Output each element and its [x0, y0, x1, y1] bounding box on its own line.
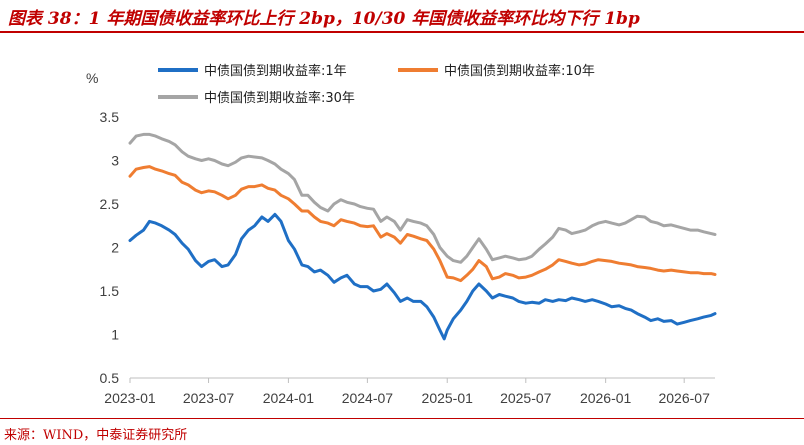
x-tick-label: 2024-07	[342, 390, 394, 406]
legend-label: 中债国债到期收益率:10年	[444, 63, 595, 79]
y-tick-label: 1	[111, 327, 119, 343]
legend-label: 中债国债到期收益率:30年	[204, 90, 355, 106]
source-note: 来源：WIND，中泰证券研究所	[4, 428, 188, 443]
y-axis-label: %	[86, 70, 98, 86]
x-tick-label: 2025-01	[422, 390, 474, 406]
y-axis-ticks: 0.5 1 1.5 2 2.5 3 3.5	[100, 109, 120, 386]
series-line	[128, 132, 717, 264]
x-axis: 2023-01 2023-07 2024-01 2024-07 2025-01 2025-…	[104, 377, 715, 406]
series-line	[128, 165, 717, 283]
x-tick-label: 2026-01	[580, 390, 632, 406]
x-tick-label: 2023-01	[104, 390, 156, 406]
y-tick-label: 2	[111, 240, 119, 256]
x-tick-label: 2024-01	[263, 390, 315, 406]
x-tick-label: 2026-07	[658, 390, 710, 406]
title-divider	[0, 31, 804, 33]
series-lines	[128, 132, 717, 341]
source-divider	[0, 418, 804, 419]
series-line	[128, 212, 717, 341]
figure-title: 图表 38：1 年期国债收益率环比上行 2bp，10/30 年国债收益率环比均下…	[8, 9, 640, 29]
y-tick-label: 2.5	[100, 196, 120, 212]
y-tick-label: 1.5	[100, 283, 120, 299]
y-tick-label: 3	[111, 153, 119, 169]
y-tick-label: 3.5	[100, 109, 120, 125]
y-tick-label: 0.5	[100, 370, 120, 386]
x-tick-label: 2025-07	[500, 390, 552, 406]
x-tick-label: 2023-07	[183, 390, 235, 406]
legend-label: 中债国债到期收益率:1年	[204, 63, 347, 79]
